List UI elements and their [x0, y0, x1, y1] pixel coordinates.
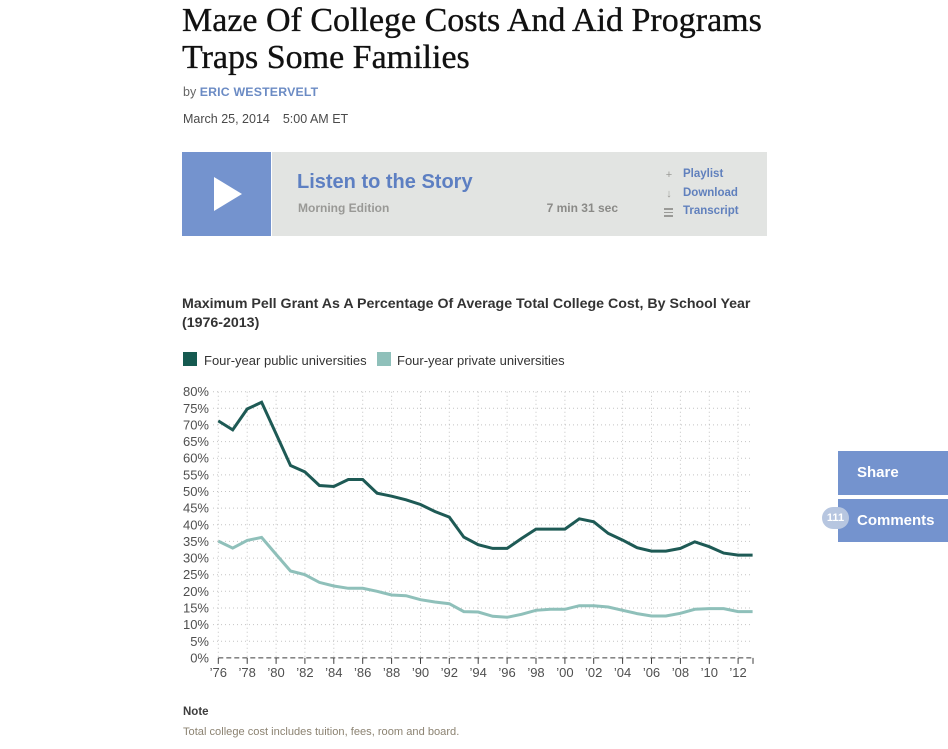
svg-text:’06: ’06 — [643, 665, 660, 680]
svg-text:70%: 70% — [183, 417, 209, 432]
svg-text:45%: 45% — [183, 501, 209, 516]
svg-text:’96: ’96 — [498, 665, 515, 680]
svg-text:’94: ’94 — [470, 665, 487, 680]
svg-text:’10: ’10 — [701, 665, 718, 680]
svg-text:30%: 30% — [183, 551, 209, 566]
svg-text:65%: 65% — [183, 434, 209, 449]
svg-text:40%: 40% — [183, 517, 209, 532]
svg-text:80%: 80% — [183, 384, 209, 399]
svg-text:25%: 25% — [183, 567, 209, 582]
svg-text:10%: 10% — [183, 617, 209, 632]
svg-text:50%: 50% — [183, 484, 209, 499]
svg-text:’84: ’84 — [325, 665, 342, 680]
svg-text:35%: 35% — [183, 534, 209, 549]
svg-text:20%: 20% — [183, 584, 209, 599]
svg-text:’02: ’02 — [585, 665, 602, 680]
svg-text:’76: ’76 — [210, 665, 227, 680]
svg-text:’86: ’86 — [354, 665, 371, 680]
svg-text:’80: ’80 — [267, 665, 284, 680]
svg-text:5%: 5% — [190, 634, 209, 649]
svg-text:’08: ’08 — [672, 665, 689, 680]
svg-text:’88: ’88 — [383, 665, 400, 680]
svg-text:55%: 55% — [183, 467, 209, 482]
svg-text:75%: 75% — [183, 401, 209, 416]
svg-text:’98: ’98 — [527, 665, 544, 680]
svg-text:0%: 0% — [190, 650, 209, 665]
svg-text:’82: ’82 — [296, 665, 313, 680]
svg-text:’12: ’12 — [729, 665, 746, 680]
svg-text:’00: ’00 — [556, 665, 573, 680]
svg-text:’92: ’92 — [441, 665, 458, 680]
svg-text:’90: ’90 — [412, 665, 429, 680]
svg-text:’04: ’04 — [614, 665, 631, 680]
svg-text:15%: 15% — [183, 601, 209, 616]
svg-text:’78: ’78 — [239, 665, 256, 680]
svg-text:60%: 60% — [183, 451, 209, 466]
